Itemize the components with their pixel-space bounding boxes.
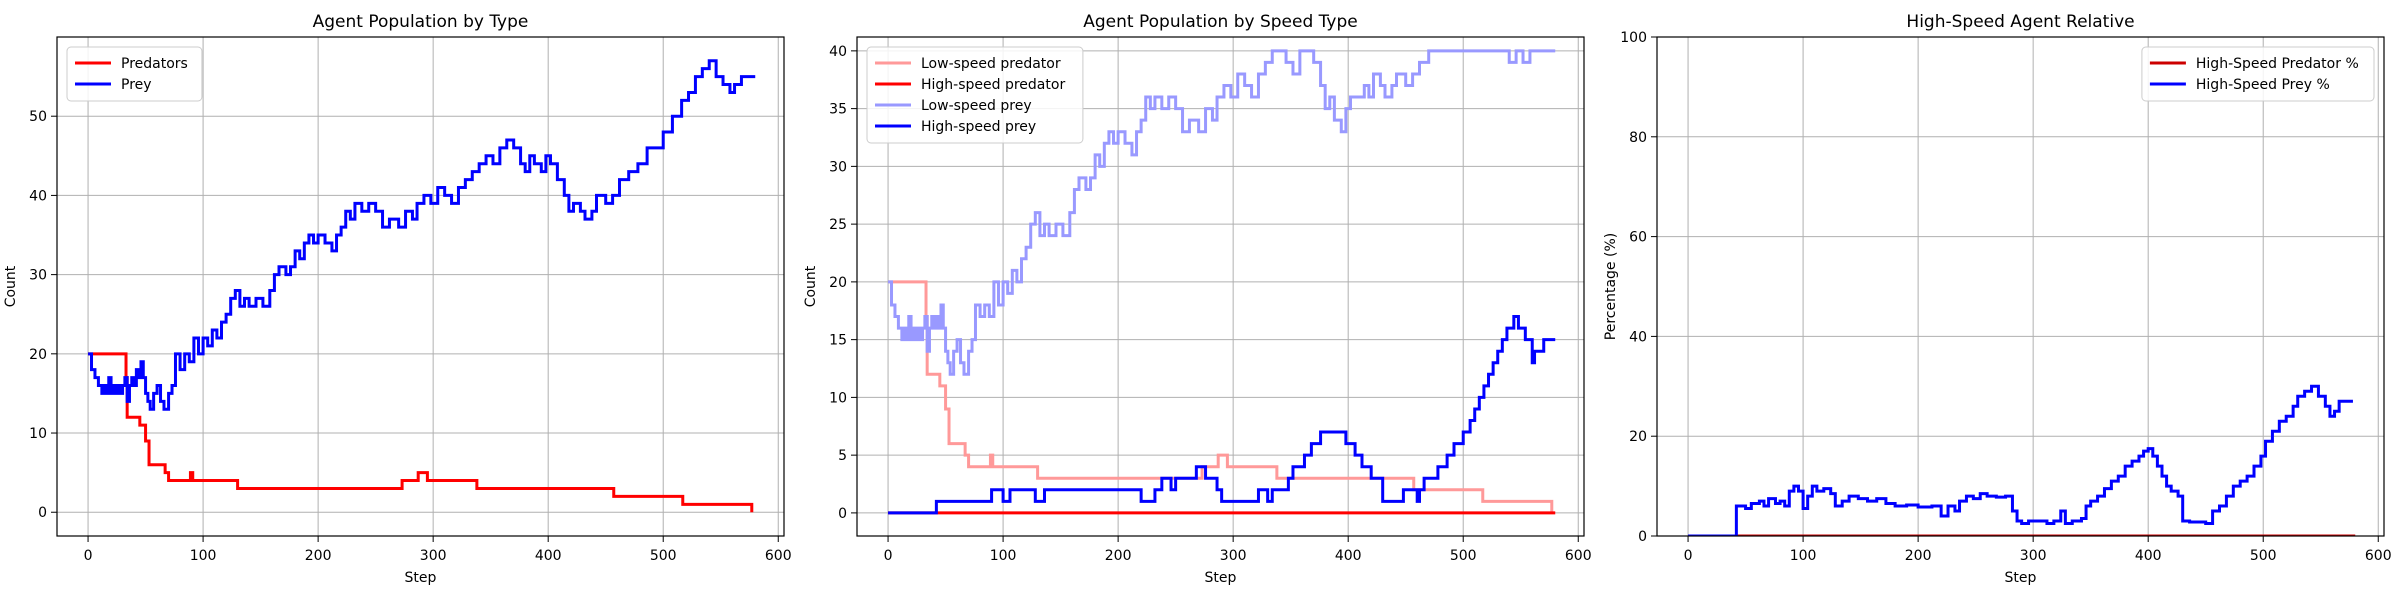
legend: Predators Prey bbox=[66, 46, 203, 102]
y-tick-label: 20 bbox=[829, 275, 847, 291]
series-group bbox=[888, 49, 1556, 515]
legend-label: Low-speed prey bbox=[921, 98, 1032, 114]
x-tick-label: 100 bbox=[990, 548, 1017, 564]
chart-panel-3: 0 100 200 300 400 500 600 0 20 40 60 80 100 High-Spee… bbox=[1603, 12, 2392, 586]
series-line-3 bbox=[888, 49, 1556, 376]
x-tick-label: 100 bbox=[1790, 548, 1817, 564]
x-tick-label: 600 bbox=[1565, 548, 1592, 564]
legend-label: High-speed predator bbox=[921, 77, 1065, 93]
chart-panel-2: 0 100 200 300 400 500 600 0 5 10 15 20 25 30 35 40 Agent… bbox=[803, 12, 1592, 586]
legend-label: High-speed prey bbox=[921, 119, 1036, 135]
legend-box bbox=[66, 46, 203, 102]
legend-label: High-Speed Predator % bbox=[2196, 56, 2359, 72]
y-axis-label: Count bbox=[3, 265, 19, 307]
x-tick-label: 400 bbox=[2135, 548, 2162, 564]
x-axis-label: Step bbox=[1205, 570, 1237, 586]
legend: Low-speed predator High-speed predator Low… bbox=[866, 46, 1084, 144]
x-tick-label: 200 bbox=[1905, 548, 1932, 564]
y-axis-label: Percentage (%) bbox=[1603, 233, 1619, 340]
y-tick-label: 50 bbox=[29, 109, 47, 125]
x-tick-label: 0 bbox=[884, 548, 893, 564]
x-tick-label: 400 bbox=[1335, 548, 1362, 564]
legend: High-Speed Predator % High-Speed Prey % bbox=[2141, 46, 2375, 102]
y-tick-label: 40 bbox=[1629, 329, 1647, 345]
series-line-2 bbox=[88, 59, 756, 411]
legend-label: Predators bbox=[121, 56, 188, 72]
y-tick-label: 35 bbox=[829, 102, 847, 118]
y-tick-label: 0 bbox=[838, 506, 847, 522]
chart-panel-1: 0 100 200 300 400 500 600 0 10 20 30 40 50 Agent Popu… bbox=[3, 12, 792, 586]
y-tick-label: 0 bbox=[38, 505, 47, 521]
y-tick-label: 10 bbox=[829, 390, 847, 406]
series-line-1 bbox=[88, 352, 754, 513]
chart-title: Agent Population by Type bbox=[313, 12, 529, 32]
axes-frame bbox=[856, 36, 1585, 537]
y-tick-label: 80 bbox=[1629, 130, 1647, 146]
y-tick-label: 25 bbox=[829, 217, 847, 233]
legend-label: Prey bbox=[121, 77, 152, 93]
y-tick-label: 15 bbox=[829, 333, 847, 349]
series-group bbox=[1688, 384, 2356, 536]
x-tick-label: 500 bbox=[650, 548, 677, 564]
y-tick-label: 20 bbox=[1629, 429, 1647, 445]
x-tick-label: 0 bbox=[84, 548, 93, 564]
x-tick-label: 300 bbox=[2020, 548, 2047, 564]
legend-box bbox=[2141, 46, 2375, 102]
series-line-4 bbox=[888, 315, 1556, 515]
legend-box bbox=[866, 46, 1084, 144]
y-tick-label: 40 bbox=[29, 188, 47, 204]
y-tick-label: 0 bbox=[1638, 529, 1647, 545]
series-line-1 bbox=[888, 280, 1554, 513]
y-tick-label: 10 bbox=[29, 426, 47, 442]
series-group bbox=[88, 59, 756, 513]
x-tick-label: 600 bbox=[765, 548, 792, 564]
x-tick-label: 200 bbox=[305, 548, 332, 564]
x-tick-label: 200 bbox=[1105, 548, 1132, 564]
y-tick-label: 5 bbox=[838, 448, 847, 464]
legend-label: High-Speed Prey % bbox=[2196, 77, 2330, 93]
x-tick-label: 500 bbox=[2250, 548, 2277, 564]
y-tick-label: 30 bbox=[829, 159, 847, 175]
x-axis-label: Step bbox=[2005, 570, 2037, 586]
x-tick-label: 300 bbox=[1220, 548, 1247, 564]
y-tick-label: 40 bbox=[829, 44, 847, 60]
y-tick-label: 100 bbox=[1620, 30, 1647, 46]
y-tick-label: 20 bbox=[29, 347, 47, 363]
x-tick-label: 600 bbox=[2365, 548, 2392, 564]
x-tick-label: 500 bbox=[1450, 548, 1477, 564]
legend-label: Low-speed predator bbox=[921, 56, 1061, 72]
x-tick-label: 100 bbox=[190, 548, 217, 564]
y-tick-label: 60 bbox=[1629, 230, 1647, 246]
series-line-2 bbox=[1688, 384, 2353, 536]
chart-title: Agent Population by Speed Type bbox=[1083, 12, 1357, 32]
x-tick-label: 400 bbox=[535, 548, 562, 564]
x-tick-label: 300 bbox=[420, 548, 447, 564]
x-axis-label: Step bbox=[405, 570, 437, 586]
chart-title: High-Speed Agent Relative bbox=[1906, 12, 2134, 32]
axes-frame bbox=[56, 36, 785, 537]
y-axis-label: Count bbox=[803, 265, 819, 307]
y-tick-label: 30 bbox=[29, 268, 47, 284]
x-tick-label: 0 bbox=[1684, 548, 1693, 564]
axes-frame bbox=[1656, 36, 2385, 537]
